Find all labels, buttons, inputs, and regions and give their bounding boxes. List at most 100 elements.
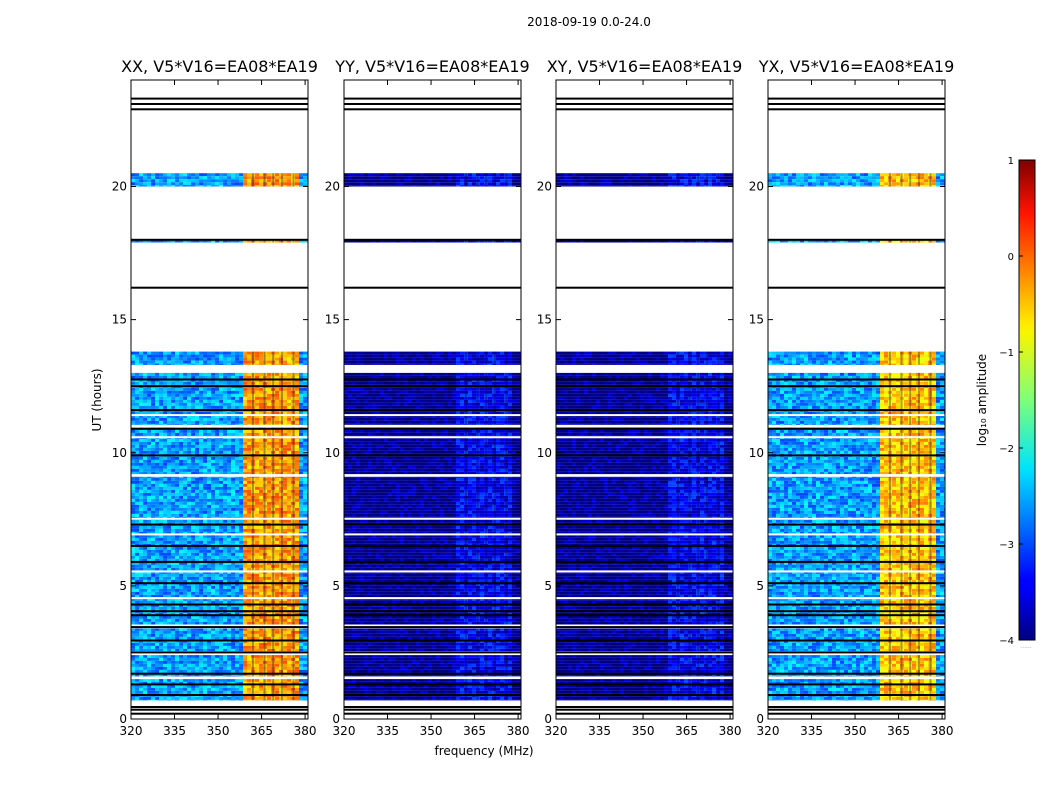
heatmap-cell xyxy=(215,490,219,493)
heatmap-cell xyxy=(247,394,251,397)
heatmap-cell xyxy=(267,499,271,502)
heatmap-cell xyxy=(167,382,171,385)
heatmap-cell xyxy=(183,433,187,436)
heatmap-cell xyxy=(287,457,291,460)
heatmap-cell xyxy=(163,529,167,532)
heatmap-cell xyxy=(303,493,307,496)
heatmap-cell xyxy=(243,502,247,505)
heatmap-cell xyxy=(239,394,243,397)
heatmap-cell xyxy=(283,514,287,517)
heatmap-cell xyxy=(211,439,215,442)
heatmap-cell xyxy=(227,373,231,376)
heatmap-cell xyxy=(139,382,143,385)
heatmap-cell xyxy=(259,445,263,448)
heatmap-cell xyxy=(191,397,195,400)
heatmap-cell xyxy=(287,382,291,385)
heatmap-cell xyxy=(139,460,143,463)
heatmap-cell xyxy=(299,445,303,448)
heatmap-cell xyxy=(267,487,271,490)
heatmap-cell xyxy=(287,388,291,391)
heatmap-cell xyxy=(179,397,183,400)
heatmap-cell xyxy=(203,445,207,448)
heatmap-cell xyxy=(227,391,231,394)
heatmap-cell xyxy=(195,388,199,391)
heatmap-cell xyxy=(243,421,247,424)
heatmap-cell xyxy=(215,382,219,385)
heatmap-cell xyxy=(175,457,179,460)
heatmap-cell xyxy=(207,400,211,403)
heatmap-cell xyxy=(195,484,199,487)
heatmap-cell xyxy=(215,457,219,460)
heatmap-cell xyxy=(155,511,159,514)
heatmap-cell xyxy=(267,505,271,508)
heatmap-cell xyxy=(295,400,299,403)
heatmap-cell xyxy=(247,484,251,487)
heatmap-cell xyxy=(151,529,155,532)
heatmap-cell xyxy=(163,481,167,484)
heatmap-cell xyxy=(175,445,179,448)
heatmap-cell xyxy=(167,448,171,451)
heatmap-cell xyxy=(231,463,235,466)
heatmap-cell xyxy=(131,430,135,433)
heatmap-cell xyxy=(275,496,279,499)
heatmap-cell xyxy=(203,442,207,445)
heatmap-cell xyxy=(243,463,247,466)
heatmap-cell xyxy=(275,499,279,502)
heatmap-cell xyxy=(207,487,211,490)
heatmap-cell xyxy=(235,511,239,514)
heatmap-cell xyxy=(135,484,139,487)
heatmap-cell xyxy=(159,514,163,517)
heatmap-cell xyxy=(163,466,167,469)
heatmap-cell xyxy=(283,400,287,403)
heatmap-cell xyxy=(239,397,243,400)
heatmap-cell xyxy=(151,466,155,469)
heatmap-cell xyxy=(131,400,135,403)
heatmap-cell xyxy=(135,505,139,508)
heatmap-cell xyxy=(195,421,199,424)
heatmap-cell xyxy=(155,520,159,523)
heatmap-cell xyxy=(151,457,155,460)
heatmap-cell xyxy=(247,463,251,466)
heatmap-cell xyxy=(239,442,243,445)
heatmap-cell xyxy=(147,439,151,442)
heatmap-cell xyxy=(143,451,147,454)
heatmap-cell xyxy=(131,511,135,514)
heatmap-cell xyxy=(275,394,279,397)
heatmap-cell xyxy=(283,421,287,424)
heatmap-cell xyxy=(195,445,199,448)
heatmap-cell xyxy=(243,529,247,532)
heatmap-cell xyxy=(207,514,211,517)
heatmap-cell xyxy=(231,526,235,529)
heatmap-cell xyxy=(243,394,247,397)
heatmap-cell xyxy=(247,496,251,499)
heatmap-cell xyxy=(155,451,159,454)
heatmap-cell xyxy=(299,433,303,436)
heatmap-cell xyxy=(159,394,163,397)
heatmap-cell xyxy=(275,478,279,481)
heatmap-cell xyxy=(235,502,239,505)
heatmap-cell xyxy=(275,460,279,463)
heatmap-cell xyxy=(135,433,139,436)
heatmap-cell xyxy=(215,406,219,409)
heatmap-cell xyxy=(183,406,187,409)
heatmap-cell xyxy=(259,394,263,397)
heatmap-cell xyxy=(171,376,175,379)
heatmap-cell xyxy=(207,397,211,400)
heatmap-cell xyxy=(219,460,223,463)
heatmap-cell xyxy=(227,478,231,481)
heatmap-cell xyxy=(207,511,211,514)
heatmap-cell xyxy=(211,496,215,499)
heatmap-cell xyxy=(295,502,299,505)
heatmap-cell xyxy=(231,466,235,469)
heatmap-cell xyxy=(283,430,287,433)
heatmap-cell xyxy=(163,448,167,451)
heatmap-cell xyxy=(211,418,215,421)
heatmap-cell xyxy=(215,496,219,499)
heatmap-cell xyxy=(295,496,299,499)
heatmap-cell xyxy=(175,496,179,499)
heatmap-cell xyxy=(191,520,195,523)
heatmap-cell xyxy=(267,406,271,409)
heatmap-cell xyxy=(299,388,303,391)
heatmap-cell xyxy=(151,442,155,445)
heatmap-cell xyxy=(299,526,303,529)
